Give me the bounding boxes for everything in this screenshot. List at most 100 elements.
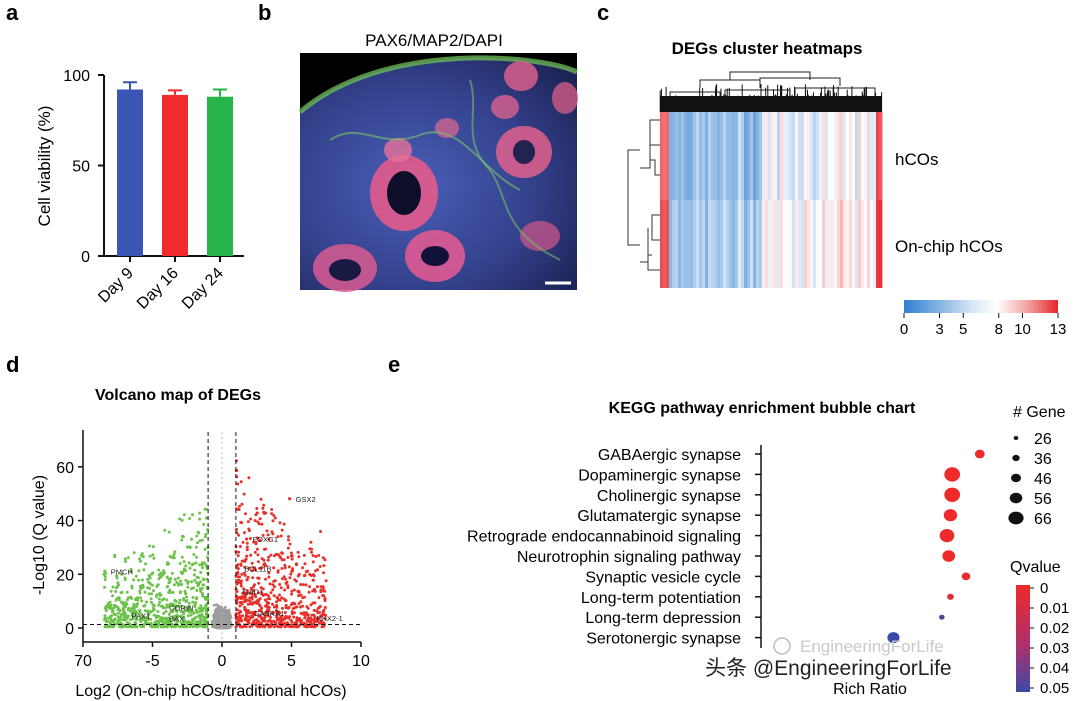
volcano-point-down	[183, 624, 187, 628]
e-bubble	[939, 528, 955, 543]
heatmap-cell	[831, 112, 835, 200]
volcano-point-down	[193, 578, 197, 582]
volcano-point-up	[316, 611, 320, 615]
volcano-point-up	[312, 613, 316, 617]
volcano-point-down	[204, 516, 208, 520]
volcano-point-up	[255, 547, 259, 551]
c-colorbar-tick-label: 5	[959, 321, 967, 338]
volcano-point-down	[172, 556, 176, 560]
a-y-tick-label: 0	[81, 249, 90, 266]
heatmap-cell	[858, 200, 862, 288]
volcano-point-up	[243, 571, 246, 575]
volcano-point-up	[239, 584, 243, 588]
volcano-point-up	[245, 541, 249, 545]
volcano-point-ns	[215, 619, 219, 623]
volcano-point-up	[280, 596, 284, 600]
d-gene-point	[244, 537, 249, 541]
volcano-point-ns	[224, 609, 228, 613]
volcano-point-down	[190, 563, 194, 567]
volcano-point-up	[319, 588, 323, 592]
rosette	[520, 221, 560, 251]
e-size-legend-dot	[1008, 511, 1024, 525]
volcano-point-down	[191, 596, 195, 599]
volcano-point-up	[257, 598, 261, 602]
volcano-point-down	[199, 589, 203, 593]
b-title-slash2: /	[458, 31, 463, 50]
heatmap-cell	[729, 112, 733, 200]
volcano-point-up	[319, 530, 322, 533]
volcano-point-up	[248, 591, 252, 595]
rosette	[552, 82, 578, 114]
volcano-point-down	[111, 625, 115, 629]
volcano-point-up	[283, 563, 287, 567]
heatmap-cell	[672, 112, 676, 200]
volcano-point-up	[251, 566, 255, 569]
volcano-point-down	[129, 618, 132, 622]
volcano-point-down	[191, 600, 195, 604]
heatmap-cell	[678, 200, 682, 288]
heatmap-cell	[813, 200, 817, 288]
volcano-point-down	[194, 545, 198, 549]
volcano-point-up	[266, 533, 270, 537]
volcano-point-up	[297, 594, 301, 598]
volcano-point-down	[204, 604, 208, 608]
e-size-legend-label: 36	[1034, 451, 1052, 468]
volcano-point-down	[130, 596, 134, 600]
heatmap-cell	[801, 200, 805, 288]
volcano-point-up	[240, 625, 244, 629]
volcano-point-down	[191, 625, 195, 629]
volcano-point-ns	[214, 612, 218, 616]
map2-fiber	[329, 131, 521, 191]
volcano-point-down	[195, 610, 199, 614]
volcano-point-up	[236, 570, 240, 574]
volcano-point-up	[248, 537, 252, 540]
heatmap-cell	[798, 112, 802, 200]
volcano-point-down	[141, 578, 144, 582]
volcano-point-down	[145, 600, 148, 604]
volcano-point-down	[192, 553, 196, 556]
volcano-point-up	[283, 566, 287, 570]
volcano-point-down	[188, 625, 192, 629]
volcano-point-down	[136, 598, 140, 602]
heatmap-cell	[690, 200, 694, 288]
heatmap-cell	[747, 200, 751, 288]
volcano-point-up	[303, 616, 307, 620]
heatmap-cell	[846, 112, 850, 200]
d-x-tick-label: -5	[145, 653, 159, 670]
volcano-point-down	[109, 589, 113, 593]
volcano-point-down	[157, 603, 161, 607]
volcano-point-down	[201, 577, 205, 581]
volcano-point-ns	[213, 609, 217, 613]
volcano-point-up	[275, 603, 279, 607]
volcano-point-up	[280, 619, 284, 623]
volcano-point-down	[107, 624, 111, 628]
volcano-point-down	[204, 597, 207, 601]
volcano-point-down	[182, 598, 186, 602]
c-colorbar-tick-label: 13	[1050, 321, 1067, 338]
volcano-point-up	[256, 536, 260, 540]
volcano-point-down	[198, 563, 202, 567]
watermark-logo-icon	[773, 637, 791, 655]
heatmap-cell	[822, 112, 826, 200]
volcano-point-up	[290, 557, 294, 561]
volcano-point-down	[122, 617, 126, 621]
volcano-point-up	[324, 617, 327, 621]
d-y-tick-label: 20	[56, 567, 74, 584]
volcano-point-up	[254, 595, 258, 599]
volcano-point-down	[167, 603, 171, 607]
volcano-point-down	[167, 613, 171, 616]
volcano-point-up	[287, 616, 291, 620]
volcano-point-down	[199, 604, 203, 608]
volcano-point-up	[286, 584, 290, 588]
b-title-pax6: PAX6	[365, 31, 407, 50]
volcano-point-up	[317, 596, 321, 600]
volcano-point-up	[242, 587, 246, 591]
volcano-point-down	[167, 577, 171, 581]
volcano-point-down	[139, 586, 143, 590]
volcano-point-down	[187, 605, 191, 609]
heatmap-cell	[660, 200, 664, 288]
volcano-point-up	[322, 589, 326, 593]
volcano-point-up	[272, 605, 276, 609]
volcano-point-down	[147, 574, 151, 578]
